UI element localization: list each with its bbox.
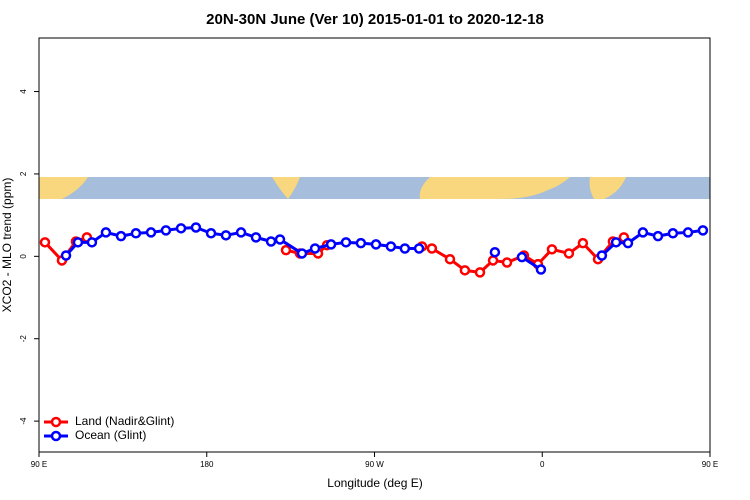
data-point xyxy=(220,230,232,241)
data-point xyxy=(385,241,397,252)
legend-marker xyxy=(50,430,62,442)
data-point xyxy=(563,248,575,259)
data-point xyxy=(667,228,679,239)
data-point xyxy=(115,230,127,242)
data-point xyxy=(444,253,456,265)
data-point xyxy=(355,237,367,249)
data-point xyxy=(72,237,84,248)
data-point xyxy=(296,248,308,259)
data-point xyxy=(489,246,501,258)
x-tick-label: 90 W xyxy=(365,460,384,469)
data-point xyxy=(370,239,382,250)
data-point xyxy=(235,227,247,238)
legend-label: Land (Nadir&Glint) xyxy=(75,414,174,428)
data-point xyxy=(274,234,286,245)
data-point xyxy=(652,230,664,242)
data-point xyxy=(325,239,337,250)
x-tick-label: 0 xyxy=(540,460,545,469)
data-point xyxy=(501,257,513,268)
data-point xyxy=(577,237,589,249)
plot-area xyxy=(39,222,709,278)
x-tick-label: 90 E xyxy=(31,460,47,469)
data-point xyxy=(309,243,321,254)
data-point xyxy=(86,237,98,248)
y-tick-label: 4 xyxy=(19,89,28,94)
legend: Land (Nadir&Glint)Ocean (Glint) xyxy=(44,414,174,442)
data-point xyxy=(190,222,202,233)
y-tick-label: -4 xyxy=(19,417,28,425)
data-point xyxy=(340,237,352,248)
data-point xyxy=(426,243,438,254)
data-point xyxy=(175,223,187,234)
data-point xyxy=(697,225,709,236)
x-tick-label: 180 xyxy=(200,460,214,469)
data-point xyxy=(487,255,499,266)
legend-marker xyxy=(50,416,62,428)
data-point xyxy=(413,243,425,254)
chart-title: 20N-30N June (Ver 10) 2015-01-01 to 2020… xyxy=(206,11,544,28)
data-point xyxy=(682,227,694,238)
data-point xyxy=(205,228,217,239)
data-point xyxy=(100,227,112,238)
data-point xyxy=(610,237,622,248)
data-point xyxy=(145,227,157,238)
data-point xyxy=(265,236,277,247)
data-point xyxy=(459,265,471,276)
data-point xyxy=(250,232,262,243)
map-strip xyxy=(39,177,710,199)
data-point xyxy=(535,264,547,275)
data-point xyxy=(399,243,411,254)
y-tick-label: 2 xyxy=(19,171,28,176)
y-tick-label: 0 xyxy=(19,254,28,259)
data-point xyxy=(474,267,486,278)
data-point xyxy=(60,250,72,261)
series-line xyxy=(64,225,704,271)
data-point xyxy=(160,225,172,236)
data-point xyxy=(280,244,292,256)
y-tick-label: -2 xyxy=(19,335,28,343)
x-tick-label: 90 E xyxy=(702,460,718,469)
data-point xyxy=(130,228,142,239)
data-point xyxy=(622,237,634,249)
y-axis-label: XCO2 - MLO trend (ppm) xyxy=(0,178,14,313)
data-point xyxy=(637,227,649,238)
data-point xyxy=(546,244,558,255)
legend-label: Ocean (Glint) xyxy=(75,428,146,442)
data-point xyxy=(39,237,51,248)
data-point xyxy=(596,250,608,261)
x-axis-label: Longitude (deg E) xyxy=(327,476,422,490)
data-point xyxy=(516,251,528,263)
